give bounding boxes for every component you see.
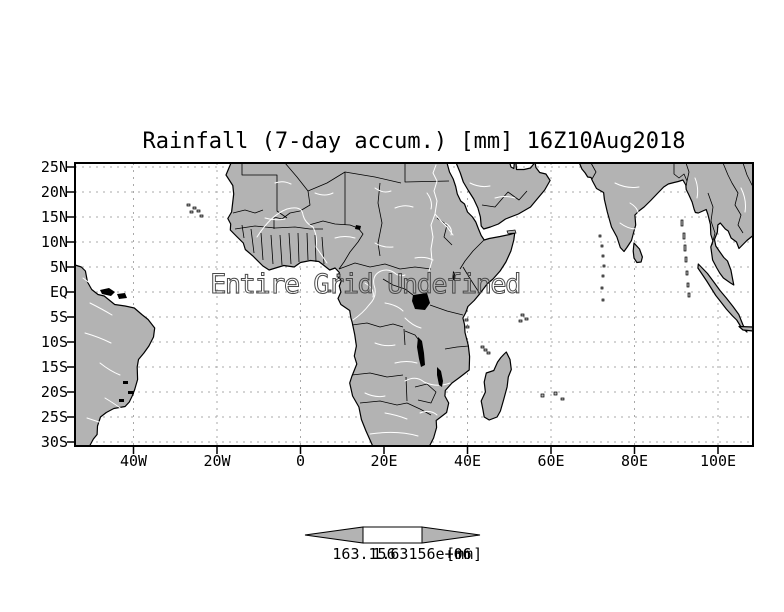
x-tick-label-20e: 20E (370, 452, 398, 470)
axis-ticks (67, 166, 719, 454)
x-tick-label-20w: 20W (203, 452, 231, 470)
socotra-island (506, 229, 517, 234)
y-tick-label-15s: 15S (40, 358, 68, 376)
sri-lanka-island (632, 242, 643, 264)
y-tick-label-5s: 5S (49, 308, 68, 326)
lakes (100, 225, 455, 402)
y-tick-label-10s: 10S (40, 333, 68, 351)
x-tick-label-80e: 80E (620, 452, 649, 470)
lake-tanganyika (417, 337, 425, 367)
y-tick-label-20n: 20N (40, 183, 68, 201)
colorbar-left-arrow (304, 526, 364, 544)
undefined-message: Entire Grid Undefined (210, 269, 520, 300)
plot-title: Rainfall (7-day accum.) [mm] 16Z10Aug201… (142, 129, 686, 154)
y-tick-label-eq: EQ (49, 283, 68, 301)
y-tick-label-10n: 10N (40, 233, 68, 251)
lake-victoria (412, 293, 430, 310)
sumatra-island (697, 263, 748, 333)
country-borders (232, 162, 754, 416)
y-tick-label-15n: 15N (40, 208, 68, 226)
y-tick-label-25s: 25S (40, 408, 68, 426)
plot-frame (74, 162, 754, 447)
rivers (82, 164, 746, 437)
madagascar-island (480, 351, 512, 421)
x-tick-label-60e: 60E (537, 452, 565, 470)
lake-chad (355, 225, 361, 230)
java-island (738, 325, 754, 332)
small-islands (186, 203, 691, 401)
x-tick-label-0: 0 (295, 452, 306, 470)
south-america-landmass (74, 264, 156, 447)
x-tick-label-100e: 100E (699, 452, 737, 470)
colorbar-max-label: 1.63156e+06 (372, 545, 472, 563)
india-seasia-landmass (578, 162, 754, 286)
africa-landmass (225, 162, 516, 447)
colorbar-units-label: [mm] (446, 545, 483, 563)
map-canvas: Entire Grid Undefined (67, 162, 754, 454)
colorbar-value-box (362, 526, 423, 544)
y-tick-label-30s: 30S (40, 433, 68, 451)
y-tick-label-5n: 5N (49, 258, 68, 276)
x-tick-label-40e: 40E (453, 452, 482, 470)
amazon-delta (100, 288, 127, 299)
lake-turkana (452, 271, 455, 281)
colorbar (304, 526, 481, 544)
y-tick-label-20s: 20S (40, 383, 68, 401)
y-tick-label-25n: 25N (40, 158, 68, 176)
lake-malawi (437, 367, 443, 387)
x-tick-label-40w: 40W (119, 452, 148, 470)
colorbar-min-label: 163.156 (332, 545, 396, 563)
colorbar-right-arrow (421, 526, 481, 544)
